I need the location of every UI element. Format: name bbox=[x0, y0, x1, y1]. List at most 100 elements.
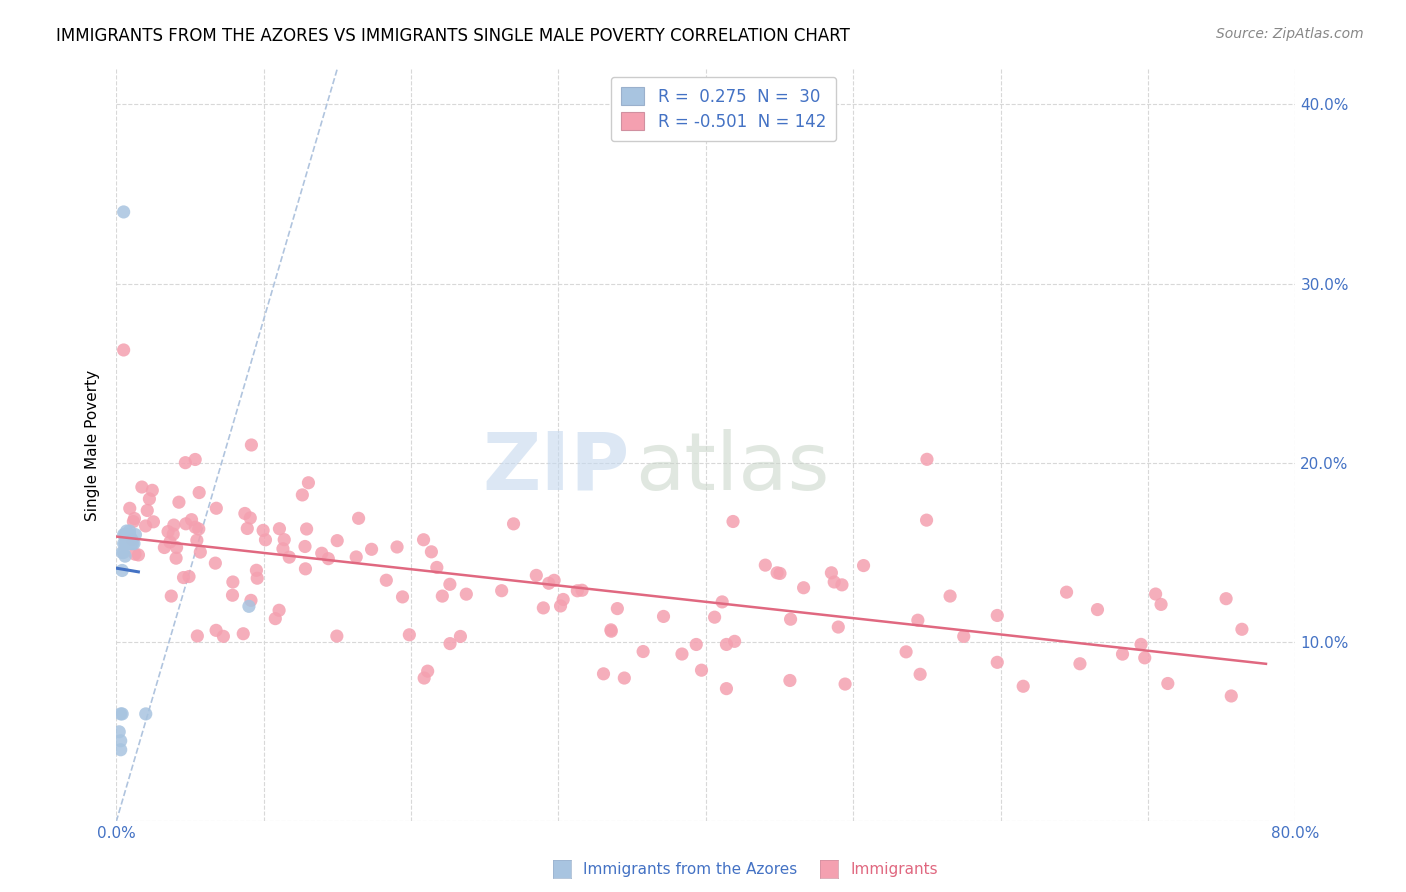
Point bbox=[232, 626, 254, 640]
Point bbox=[567, 583, 589, 598]
Point bbox=[118, 524, 141, 538]
Point bbox=[187, 522, 209, 536]
Point bbox=[413, 671, 436, 685]
Point bbox=[122, 536, 145, 550]
Point bbox=[1012, 679, 1035, 693]
Point bbox=[264, 612, 287, 626]
Point bbox=[131, 480, 153, 494]
Point bbox=[135, 706, 157, 721]
Point bbox=[524, 568, 547, 582]
Point bbox=[142, 515, 165, 529]
Text: ZIP: ZIP bbox=[482, 428, 630, 507]
Point bbox=[291, 488, 314, 502]
Point bbox=[153, 541, 176, 555]
Point bbox=[115, 536, 138, 550]
Y-axis label: Single Male Poverty: Single Male Poverty bbox=[86, 369, 100, 521]
Point bbox=[671, 647, 693, 661]
Point bbox=[177, 569, 200, 583]
Point bbox=[236, 521, 259, 535]
Point bbox=[592, 666, 614, 681]
Point bbox=[120, 536, 142, 550]
Point bbox=[117, 531, 139, 545]
Point bbox=[412, 533, 434, 547]
Point bbox=[754, 558, 776, 573]
Point bbox=[426, 560, 449, 574]
Point bbox=[711, 595, 734, 609]
Point bbox=[907, 613, 929, 627]
Point bbox=[118, 501, 141, 516]
Point bbox=[115, 527, 138, 541]
Point bbox=[1133, 650, 1156, 665]
Point bbox=[136, 503, 159, 517]
Point bbox=[915, 513, 938, 527]
Point bbox=[108, 724, 131, 739]
Point bbox=[112, 536, 135, 550]
Point bbox=[115, 536, 138, 550]
Point bbox=[124, 511, 146, 525]
Text: Immigrants: Immigrants bbox=[851, 863, 938, 877]
Point bbox=[111, 564, 134, 578]
Point bbox=[326, 629, 349, 643]
Point bbox=[114, 536, 136, 550]
Point bbox=[269, 522, 291, 536]
Point bbox=[723, 634, 745, 648]
Point bbox=[184, 520, 207, 534]
Point bbox=[716, 681, 738, 696]
Point bbox=[1111, 647, 1133, 661]
Point bbox=[690, 663, 713, 677]
Point bbox=[180, 513, 202, 527]
Point bbox=[212, 629, 235, 643]
Point bbox=[240, 438, 263, 452]
Point bbox=[553, 592, 575, 607]
Point bbox=[502, 516, 524, 531]
Point bbox=[1157, 676, 1180, 690]
Point bbox=[986, 608, 1008, 623]
Point bbox=[157, 524, 180, 539]
Point bbox=[110, 733, 132, 747]
Point bbox=[124, 527, 146, 541]
Point bbox=[174, 516, 197, 531]
Point bbox=[118, 527, 141, 541]
Text: IMMIGRANTS FROM THE AZORES VS IMMIGRANTS SINGLE MALE POVERTY CORRELATION CHART: IMMIGRANTS FROM THE AZORES VS IMMIGRANTS… bbox=[56, 27, 851, 45]
Point bbox=[294, 540, 316, 554]
Point bbox=[1220, 689, 1243, 703]
Point bbox=[360, 542, 382, 557]
Point bbox=[238, 599, 260, 614]
Point bbox=[721, 515, 744, 529]
Legend: R =  0.275  N =  30, R = -0.501  N = 142: R = 0.275 N = 30, R = -0.501 N = 142 bbox=[612, 77, 837, 141]
Point bbox=[294, 562, 316, 576]
Point bbox=[823, 574, 845, 589]
Point bbox=[779, 612, 801, 626]
Point bbox=[449, 629, 471, 643]
Point bbox=[114, 549, 136, 563]
Point bbox=[537, 576, 560, 591]
Point bbox=[820, 566, 842, 580]
Point bbox=[110, 743, 132, 757]
Point bbox=[318, 551, 340, 566]
Point bbox=[233, 507, 256, 521]
Point bbox=[385, 540, 408, 554]
Point bbox=[613, 671, 636, 685]
Point bbox=[1230, 622, 1253, 636]
Point bbox=[631, 644, 654, 658]
Point bbox=[1087, 602, 1109, 616]
Point bbox=[347, 511, 370, 525]
Point bbox=[606, 601, 628, 615]
Point bbox=[121, 533, 143, 547]
Point bbox=[124, 547, 146, 561]
Point bbox=[852, 558, 875, 573]
Point bbox=[716, 637, 738, 651]
Point bbox=[703, 610, 725, 624]
Point bbox=[375, 573, 398, 587]
Point bbox=[1144, 587, 1167, 601]
Point bbox=[391, 590, 413, 604]
Point bbox=[239, 593, 262, 607]
Point bbox=[246, 571, 269, 585]
Point bbox=[398, 628, 420, 642]
Point bbox=[827, 620, 849, 634]
Point bbox=[894, 645, 917, 659]
Point bbox=[834, 677, 856, 691]
Point bbox=[779, 673, 801, 688]
Point bbox=[831, 578, 853, 592]
Point bbox=[432, 589, 454, 603]
